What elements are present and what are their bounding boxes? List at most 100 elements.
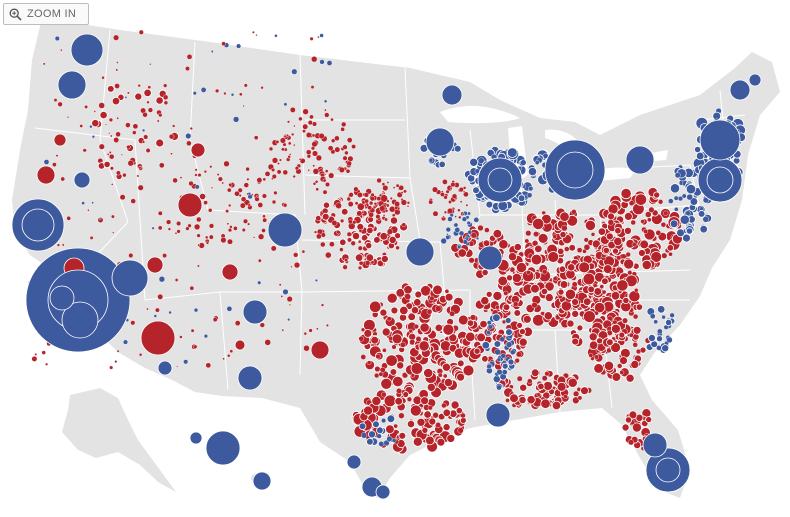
county-bubble <box>347 237 352 243</box>
county-bubble <box>56 243 60 247</box>
county-bubble <box>526 192 533 198</box>
county-bubble <box>540 287 549 296</box>
county-bubble <box>412 436 423 447</box>
county-bubble <box>388 335 393 341</box>
county-bubble <box>326 60 333 66</box>
county-bubble <box>403 189 407 194</box>
county-bubble <box>505 317 512 324</box>
county-bubble <box>358 422 367 431</box>
county-bubble <box>279 137 286 144</box>
county-bubble <box>607 212 615 221</box>
county-bubble <box>259 322 265 328</box>
county-bubble <box>280 147 285 152</box>
county-bubble <box>60 48 63 52</box>
county-bubble <box>342 155 348 161</box>
county-bubble <box>101 75 105 80</box>
county-bubble <box>482 239 491 248</box>
county-bubble <box>582 272 596 286</box>
county-bubble <box>287 120 291 124</box>
county-bubble <box>172 177 178 184</box>
county-bubble <box>661 314 666 320</box>
county-bubble <box>442 408 451 417</box>
county-bubble <box>699 206 704 211</box>
county-bubble <box>116 116 119 120</box>
county-bubble <box>378 193 383 197</box>
county-bubble <box>470 232 477 239</box>
county-bubble <box>563 394 568 399</box>
county-bubble <box>247 203 251 207</box>
county-bubble <box>469 157 479 167</box>
county-bubble <box>630 359 640 369</box>
county-bubble <box>461 212 465 216</box>
county-bubble <box>274 34 278 38</box>
county-bubble <box>125 122 131 128</box>
county-bubble <box>432 412 439 419</box>
county-bubble <box>392 186 396 189</box>
county-bubble <box>256 177 263 184</box>
county-bubble <box>132 130 137 135</box>
metro-bubble <box>642 432 668 458</box>
county-bubble <box>310 85 315 90</box>
county-bubble <box>455 406 463 415</box>
county-bubble <box>438 160 446 169</box>
county-bubble <box>309 114 314 120</box>
county-bubble <box>113 34 120 41</box>
county-bubble <box>398 184 405 191</box>
county-bubble <box>634 193 648 206</box>
county-bubble <box>261 228 266 233</box>
county-bubble <box>358 335 365 342</box>
county-bubble <box>137 184 144 191</box>
county-bubble <box>307 120 313 126</box>
county-bubble <box>291 132 295 136</box>
county-bubble <box>459 416 467 424</box>
county-bubble <box>493 340 502 348</box>
county-bubble <box>635 348 642 355</box>
county-bubble <box>289 107 296 113</box>
county-bubble <box>466 319 475 327</box>
county-bubble <box>472 186 480 195</box>
county-bubble <box>317 35 320 39</box>
county-bubble <box>189 285 195 291</box>
county-bubble <box>496 369 503 376</box>
county-bubble <box>367 205 373 211</box>
zoom-in-button[interactable]: ZOOM IN <box>3 3 89 25</box>
county-bubble <box>276 169 282 175</box>
county-bubble <box>583 244 591 251</box>
county-bubble <box>190 328 195 333</box>
county-bubble <box>499 336 506 343</box>
county-bubble <box>138 29 144 35</box>
county-bubble <box>372 420 380 429</box>
county-bubble <box>325 181 331 187</box>
county-bubble <box>113 137 120 143</box>
county-bubble <box>623 258 635 270</box>
county-bubble <box>602 264 613 275</box>
county-bubble <box>395 245 400 251</box>
county-bubble <box>142 128 146 132</box>
metro-bubble <box>36 165 56 185</box>
county-bubble <box>324 169 329 173</box>
county-bubble <box>613 236 623 246</box>
county-bubble <box>454 215 457 218</box>
county-bubble <box>656 335 664 343</box>
county-bubble <box>226 187 232 193</box>
county-bubble <box>303 331 307 336</box>
county-bubble <box>383 394 397 408</box>
county-bubble <box>347 201 354 208</box>
county-bubble <box>645 211 652 218</box>
county-bubble <box>167 227 171 231</box>
county-bubble <box>427 405 433 411</box>
county-bubble <box>391 333 403 345</box>
county-bubble <box>361 432 368 439</box>
county-bubble <box>353 186 359 192</box>
county-bubble <box>375 214 381 220</box>
county-bubble <box>511 272 522 283</box>
county-bubble <box>168 133 175 140</box>
county-bubble <box>603 360 615 371</box>
county-bubble <box>185 132 192 139</box>
county-bubble <box>624 211 633 221</box>
county-bubble <box>275 139 280 144</box>
county-bubble <box>277 162 280 166</box>
county-bubble <box>357 265 363 270</box>
metro-bubble <box>70 33 104 67</box>
